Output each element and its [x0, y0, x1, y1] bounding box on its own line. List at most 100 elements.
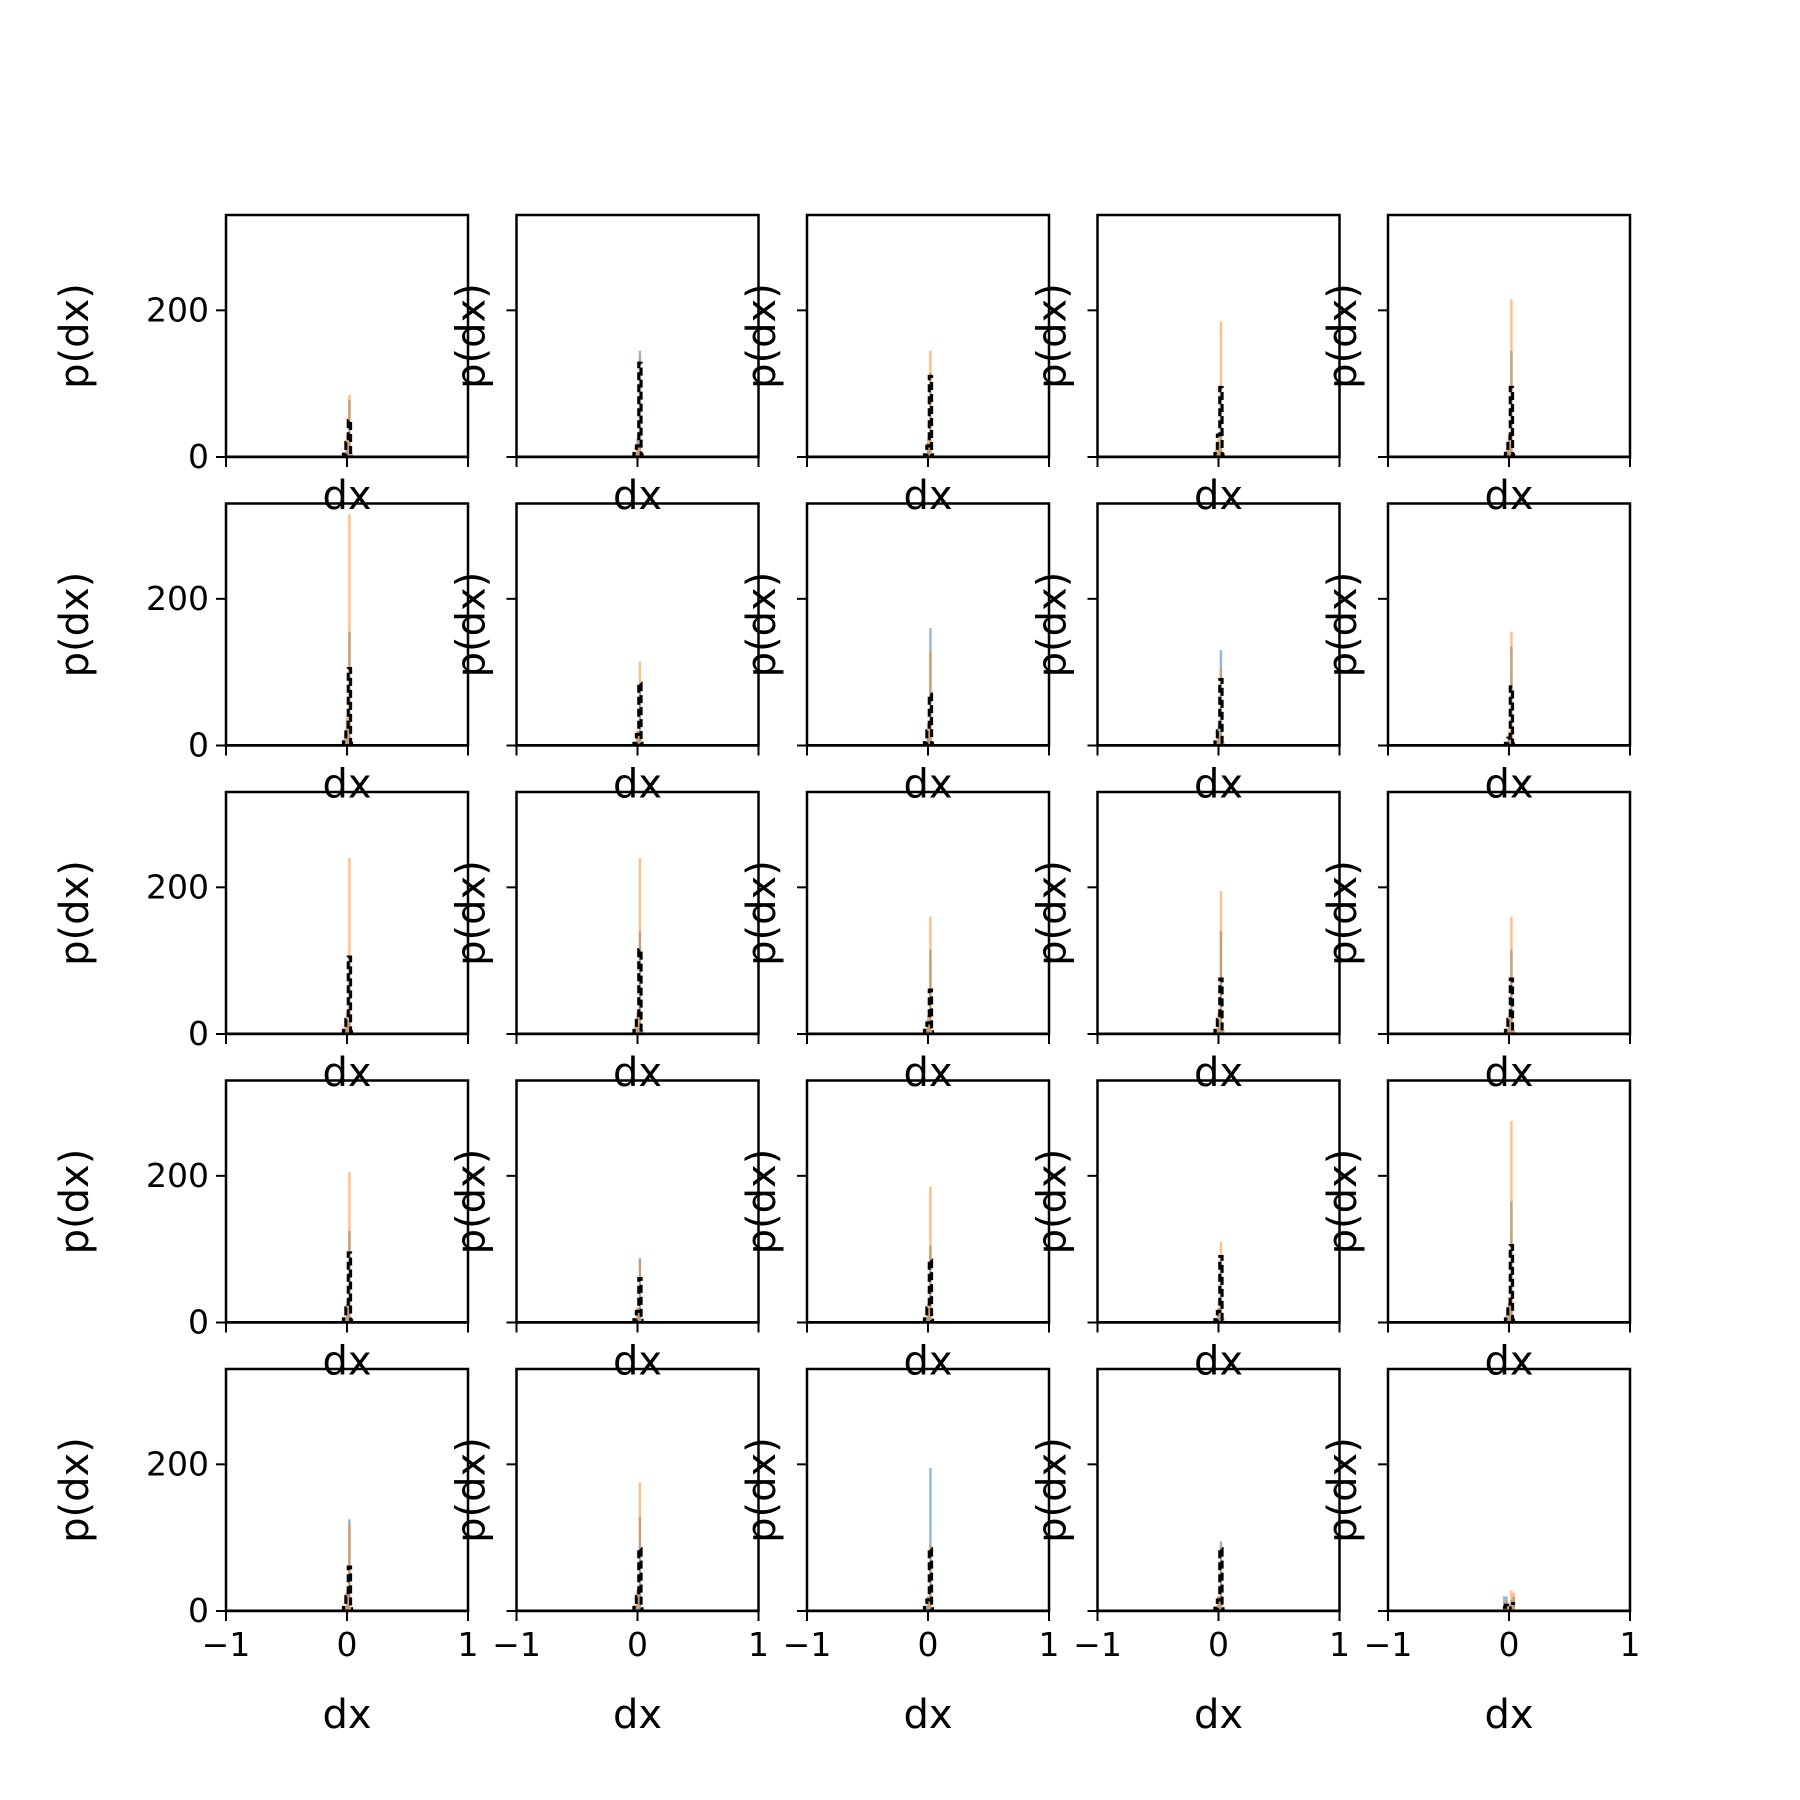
plot-area — [516, 350, 759, 457]
plot-area — [226, 394, 468, 457]
histogram-bar-b — [1510, 1120, 1513, 1323]
subplot-1-3: dx p(dx) — [739, 213, 1051, 519]
y-axis-label: p(dx) — [1320, 572, 1366, 678]
subplot-3-1: 0 200 dx p(dx) — [52, 790, 470, 1096]
histogram-bar-b — [1512, 1592, 1516, 1611]
histogram-bar-b — [1219, 891, 1223, 1034]
reference-step-line — [1212, 977, 1225, 1034]
subplot-2-4: dx p(dx) — [1030, 502, 1341, 808]
x-tick-label: −1 — [1073, 1625, 1122, 1664]
y-axis-label: p(dx) — [52, 1149, 98, 1255]
x-axis-label: dx — [613, 762, 662, 808]
plot-area — [1097, 1241, 1340, 1323]
plot-area — [807, 350, 1049, 457]
plot-area — [516, 661, 759, 746]
subplot-5-3: −1 0 1 dx p(dx) — [739, 1367, 1060, 1738]
x-tick-label: 0 — [1208, 1625, 1229, 1664]
histogram-bar-b — [929, 1186, 932, 1323]
plot-area — [1097, 1541, 1340, 1611]
x-axis-label: dx — [322, 1692, 371, 1738]
reference-step-line — [631, 361, 644, 457]
y-axis-label: p(dx) — [739, 1437, 785, 1543]
x-axis-label: dx — [613, 1050, 662, 1096]
x-tick-label: −1 — [1364, 1625, 1413, 1664]
subplot-3-2: dx p(dx) — [449, 790, 760, 1096]
y-axis-label: p(dx) — [739, 860, 785, 966]
y-tick-label: 0 — [188, 1014, 209, 1053]
subplot-4-3: dx p(dx) — [739, 1079, 1051, 1385]
x-tick-label: −1 — [492, 1625, 541, 1664]
subplot-5-5: −1 0 1 dx p(dx) — [1320, 1367, 1641, 1738]
x-axis-label: dx — [903, 1692, 952, 1738]
plot-area — [1097, 891, 1340, 1034]
x-tick-label: −1 — [202, 1625, 251, 1664]
reference-step-line — [631, 681, 644, 746]
y-axis-label: p(dx) — [739, 1149, 785, 1255]
subplot-4-1: 0 200 dx p(dx) — [52, 1079, 470, 1385]
reference-step-line — [631, 1547, 644, 1611]
plot-area — [226, 1172, 468, 1323]
y-axis-label: p(dx) — [1320, 860, 1366, 966]
reference-step-line — [1502, 1244, 1516, 1323]
reference-step-line — [1502, 1602, 1516, 1611]
plot-area — [516, 858, 759, 1034]
plot-area — [1388, 916, 1630, 1034]
y-tick-label: 0 — [188, 1303, 209, 1342]
y-tick-label: 200 — [146, 1444, 209, 1483]
x-tick-label: 0 — [918, 1625, 939, 1664]
reference-step-line — [1502, 685, 1516, 746]
subplot-2-2: dx p(dx) — [449, 502, 760, 808]
x-axis-label: dx — [1484, 762, 1533, 808]
reference-step-line — [1502, 385, 1516, 457]
y-axis-label: p(dx) — [52, 860, 98, 966]
histogram-bar-b — [350, 453, 354, 457]
x-axis-label: dx — [1484, 1692, 1533, 1738]
reference-step-line — [921, 988, 935, 1034]
histogram-bar-b — [638, 1482, 642, 1611]
histogram-bar-b — [1222, 1318, 1225, 1323]
plot-area — [226, 514, 468, 746]
x-axis-label: dx — [322, 1050, 371, 1096]
reference-step-line — [921, 692, 935, 746]
x-axis-label: dx — [1484, 1050, 1533, 1096]
x-axis-label: dx — [322, 762, 371, 808]
plot-area — [1097, 650, 1340, 746]
subplot-3-4: dx p(dx) — [1030, 790, 1341, 1096]
x-tick-label: 1 — [458, 1625, 479, 1664]
y-tick-label: 200 — [146, 1156, 209, 1195]
x-axis-label: dx — [903, 473, 952, 519]
plot-area — [516, 1257, 759, 1323]
y-axis-label: p(dx) — [1030, 1437, 1076, 1543]
plot-area — [1388, 1120, 1630, 1323]
x-axis-label: dx — [1194, 473, 1243, 519]
y-axis-label: p(dx) — [1320, 283, 1366, 389]
x-axis-label: dx — [613, 473, 662, 519]
histogram-bar-b — [1510, 299, 1513, 457]
histogram-bar-b — [1512, 1030, 1516, 1034]
reference-step-line — [1212, 1547, 1225, 1611]
y-tick-label: 0 — [188, 1591, 209, 1630]
histogram-bar-b — [929, 916, 932, 1034]
histogram-bar-b — [1510, 1590, 1513, 1611]
subplot-5-2: −1 0 1 dx p(dx) — [449, 1367, 769, 1738]
plot-area — [226, 1519, 468, 1611]
x-axis-label: dx — [1194, 1692, 1243, 1738]
plot-area — [1388, 299, 1630, 457]
x-tick-label: 1 — [1329, 1625, 1350, 1664]
plot-area — [807, 628, 1049, 746]
reference-step-line — [921, 374, 935, 457]
y-tick-label: 0 — [188, 726, 209, 765]
subplot-2-1: 0 200 dx p(dx) — [52, 502, 470, 808]
y-axis-label: p(dx) — [1030, 572, 1076, 678]
histogram-bar-b — [1222, 1030, 1225, 1034]
reference-step-line — [340, 1565, 354, 1611]
axes-frame — [1386, 1367, 1632, 1613]
y-axis-label: p(dx) — [739, 572, 785, 678]
subplot-1-4: dx p(dx) — [1030, 213, 1341, 519]
reference-step-line — [1212, 1255, 1225, 1323]
y-axis-label: p(dx) — [449, 572, 495, 678]
reference-step-line — [921, 1258, 935, 1323]
reference-step-line — [340, 955, 354, 1034]
